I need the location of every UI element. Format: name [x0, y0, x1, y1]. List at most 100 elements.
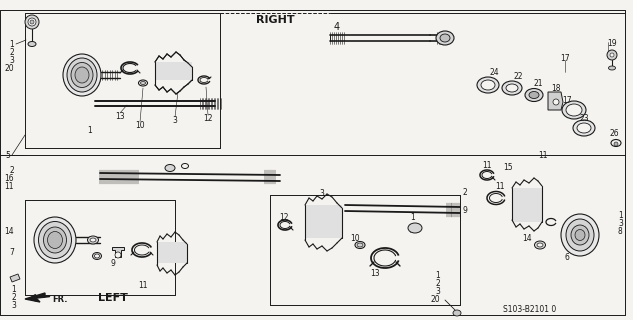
- Text: 3: 3: [173, 116, 177, 124]
- Text: 20: 20: [4, 63, 14, 73]
- Ellipse shape: [165, 164, 175, 172]
- Polygon shape: [25, 293, 45, 302]
- Text: 11: 11: [4, 181, 14, 190]
- Text: 1: 1: [436, 270, 440, 279]
- Text: 23: 23: [579, 114, 589, 123]
- Text: 3: 3: [618, 219, 623, 228]
- Ellipse shape: [39, 221, 72, 259]
- Text: 1: 1: [87, 125, 92, 134]
- Ellipse shape: [71, 62, 93, 87]
- Ellipse shape: [67, 58, 97, 92]
- Circle shape: [28, 18, 36, 26]
- Text: 2: 2: [9, 165, 14, 174]
- Ellipse shape: [44, 227, 66, 253]
- Text: 17: 17: [562, 95, 572, 105]
- Polygon shape: [10, 274, 20, 282]
- Text: 12: 12: [203, 114, 213, 123]
- Text: 26: 26: [610, 129, 620, 138]
- Ellipse shape: [28, 42, 36, 46]
- Text: 2: 2: [9, 47, 14, 57]
- Ellipse shape: [566, 104, 582, 116]
- Ellipse shape: [577, 123, 591, 133]
- Circle shape: [614, 142, 618, 146]
- Ellipse shape: [525, 89, 543, 101]
- Text: 1: 1: [9, 39, 14, 49]
- Text: 14: 14: [522, 234, 532, 243]
- Ellipse shape: [453, 310, 461, 316]
- Text: 17: 17: [560, 53, 570, 62]
- Text: 3: 3: [435, 286, 440, 295]
- Text: 18: 18: [551, 84, 560, 92]
- Text: RIGHT: RIGHT: [256, 15, 294, 25]
- Ellipse shape: [408, 223, 422, 233]
- Text: FR.: FR.: [52, 294, 68, 303]
- Text: 4: 4: [334, 22, 340, 32]
- Ellipse shape: [34, 217, 76, 263]
- Ellipse shape: [562, 101, 586, 119]
- Circle shape: [25, 15, 39, 29]
- Text: 9: 9: [111, 260, 115, 268]
- Text: 2: 2: [462, 188, 467, 196]
- Bar: [305, 205, 342, 238]
- Ellipse shape: [502, 81, 522, 95]
- Text: 16: 16: [4, 173, 14, 182]
- Ellipse shape: [141, 82, 146, 84]
- Text: 13: 13: [370, 268, 380, 277]
- Text: 13: 13: [115, 111, 125, 121]
- Text: 3: 3: [320, 188, 325, 197]
- Bar: [155, 62, 192, 80]
- Circle shape: [115, 252, 121, 258]
- Ellipse shape: [481, 80, 495, 90]
- Ellipse shape: [355, 242, 365, 249]
- Ellipse shape: [561, 214, 599, 256]
- Ellipse shape: [571, 225, 589, 245]
- Bar: [512, 188, 542, 222]
- Text: 3: 3: [11, 301, 16, 310]
- Text: 10: 10: [350, 234, 360, 243]
- Ellipse shape: [575, 229, 585, 241]
- Text: 11: 11: [138, 281, 147, 290]
- Bar: [157, 242, 187, 263]
- Circle shape: [607, 50, 617, 60]
- Text: 2: 2: [11, 293, 16, 302]
- Ellipse shape: [534, 241, 546, 249]
- Text: 11: 11: [482, 161, 492, 170]
- Text: 7: 7: [9, 247, 14, 257]
- Text: 5: 5: [5, 150, 10, 159]
- Circle shape: [553, 99, 559, 105]
- Text: 11: 11: [538, 150, 548, 159]
- Text: 9: 9: [462, 205, 467, 214]
- Ellipse shape: [436, 31, 454, 45]
- Ellipse shape: [566, 219, 594, 251]
- Ellipse shape: [506, 84, 518, 92]
- Ellipse shape: [440, 34, 450, 42]
- Ellipse shape: [477, 77, 499, 93]
- Text: 6: 6: [565, 252, 570, 261]
- Circle shape: [610, 53, 614, 57]
- Ellipse shape: [90, 238, 96, 242]
- Text: S103-B2101 0: S103-B2101 0: [503, 306, 556, 315]
- Ellipse shape: [75, 67, 89, 83]
- Ellipse shape: [47, 231, 63, 249]
- Text: 20: 20: [430, 294, 440, 303]
- Text: 8: 8: [618, 227, 623, 236]
- Text: 15: 15: [503, 163, 513, 172]
- Ellipse shape: [529, 92, 539, 99]
- Ellipse shape: [357, 243, 363, 247]
- Text: 24: 24: [490, 68, 499, 76]
- Text: LEFT: LEFT: [98, 293, 128, 303]
- Ellipse shape: [87, 236, 99, 244]
- Ellipse shape: [63, 54, 101, 96]
- Circle shape: [30, 20, 34, 24]
- Ellipse shape: [537, 243, 543, 247]
- Ellipse shape: [608, 66, 615, 70]
- Ellipse shape: [94, 254, 99, 258]
- Text: 12: 12: [279, 212, 289, 221]
- Text: 14: 14: [4, 227, 14, 236]
- Text: 1: 1: [411, 212, 415, 221]
- Ellipse shape: [139, 80, 147, 86]
- Text: 19: 19: [607, 38, 617, 47]
- Text: 3: 3: [9, 55, 14, 65]
- Text: 22: 22: [513, 71, 522, 81]
- Text: 10: 10: [135, 121, 145, 130]
